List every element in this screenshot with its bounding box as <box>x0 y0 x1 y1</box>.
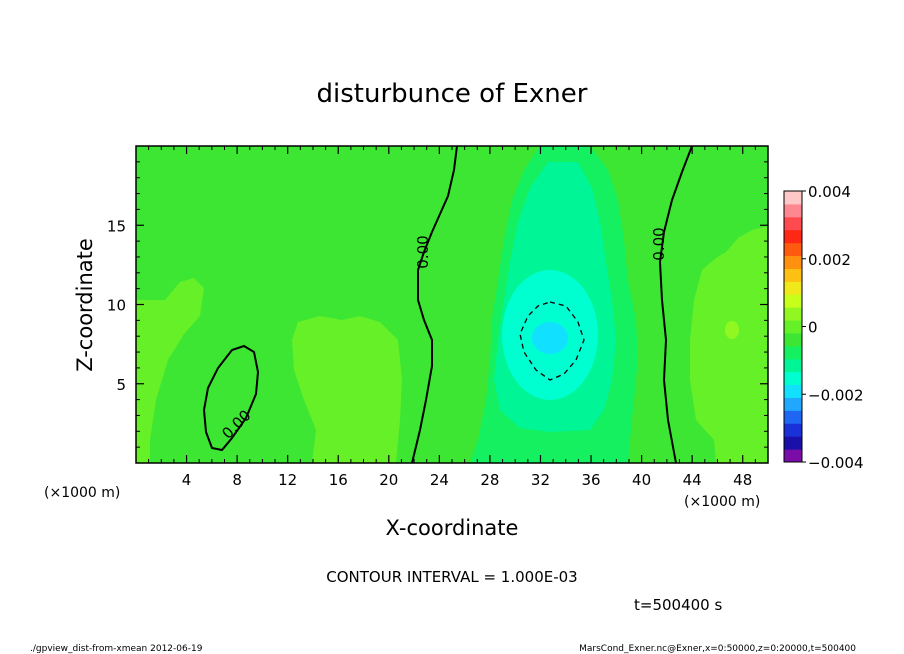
y-tick-label: 15 <box>107 217 126 235</box>
colorbar-segment <box>784 229 802 244</box>
colorbar-tick-label: −0.002 <box>808 386 864 404</box>
x-tick-label: 8 <box>232 471 242 489</box>
chart-title: disturbunce of Exner <box>317 79 588 109</box>
plot-area: 0.00 0.00 0.00 4 8 12 16 20 24 28 32 36 40 44 48 51… <box>107 145 769 489</box>
colorbar-segment <box>784 242 802 257</box>
x-tick-label: 28 <box>480 471 499 489</box>
y-axis-label: Z-coordinate <box>73 238 97 372</box>
region-positive-right <box>690 226 768 463</box>
colorbar-segment <box>784 281 802 295</box>
contour-negative-dashed <box>519 301 585 381</box>
y-axis-unit: (×1000 m) <box>44 485 120 501</box>
x-axis-unit: (×1000 m) <box>684 494 760 510</box>
colorbar-segment <box>784 268 802 282</box>
colorbar-segment <box>784 307 802 321</box>
colorbar-segment <box>784 436 802 450</box>
x-tick-label: 12 <box>278 471 297 489</box>
colorbar-segment <box>784 358 802 373</box>
contour-zero-center <box>411 145 458 464</box>
colorbar-tick-label: 0 <box>808 319 818 337</box>
colorbar-segment <box>784 320 802 334</box>
x-tick-label: 20 <box>379 471 398 489</box>
colorbar-segment <box>784 191 802 205</box>
colorbar-segment <box>784 255 802 269</box>
x-tick-label: 44 <box>683 471 702 489</box>
colorbar-segment <box>784 410 802 424</box>
colorbar-tick-label: 0.004 <box>808 183 851 201</box>
x-tick-label: 16 <box>329 471 348 489</box>
colorbar-tick-label: −0.004 <box>808 454 864 472</box>
footer-right: MarsCond_Exner.nc@Exner,x=0:50000,z=0:20… <box>579 644 856 654</box>
colorbar-segment <box>784 216 802 231</box>
contour-zero-left-loop <box>202 344 260 452</box>
region-negative-core <box>532 322 568 354</box>
contour-interval: CONTOUR INTERVAL = 1.000E-03 <box>326 568 577 586</box>
colorbar: 0.004 0.002 0 −0.002 −0.004 <box>783 183 864 472</box>
colorbar-segment <box>784 332 802 347</box>
x-tick-label: 32 <box>531 471 550 489</box>
x-tick-label: 48 <box>733 471 752 489</box>
y-ticks: 5 10 15 <box>107 161 768 448</box>
colorbar-segment <box>784 397 802 411</box>
x-tick-label: 4 <box>182 471 192 489</box>
colorbar-segment <box>784 423 802 437</box>
contour-zero-right <box>658 145 693 464</box>
time-label: t=500400 s <box>634 596 722 614</box>
colorbar-segment <box>784 384 802 398</box>
contour-label-center: 0.00 <box>414 235 432 268</box>
footer-left: ./gpview_dist-from-xmean 2012-06-19 <box>30 644 203 654</box>
y-tick-label: 5 <box>116 376 126 394</box>
x-tick-label: 36 <box>581 471 600 489</box>
colorbar-segment <box>784 345 802 360</box>
x-axis-label: X-coordinate <box>386 516 519 540</box>
x-tick-label: 40 <box>632 471 651 489</box>
colorbar-segment <box>784 371 802 386</box>
x-ticks: 4 8 12 16 20 24 28 32 36 40 44 48 <box>148 146 756 489</box>
contour-label-right: 0.00 <box>650 227 668 260</box>
x-tick-label: 24 <box>430 471 449 489</box>
colorbar-segment <box>784 449 802 463</box>
colorbar-segment <box>784 203 802 218</box>
field-background <box>136 146 768 463</box>
colorbar-segment <box>784 294 802 308</box>
region-positive-center <box>292 316 402 463</box>
region-positive-spot <box>725 321 739 339</box>
region-positive-left <box>136 278 204 463</box>
y-tick-label: 10 <box>107 297 126 315</box>
colorbar-tick-label: 0.002 <box>808 251 851 269</box>
